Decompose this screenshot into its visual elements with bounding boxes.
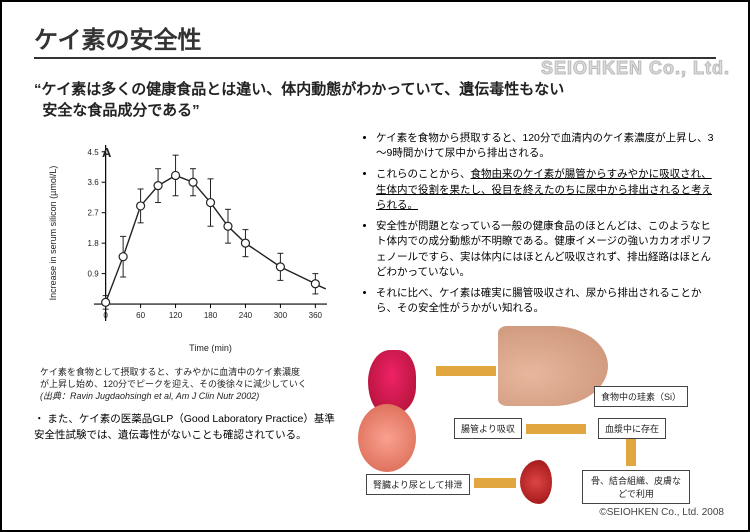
bullet-item: これらのことから、食物由来のケイ素が腸管からすみやかに吸収され、生体内で役割を果… [376, 167, 716, 213]
svg-text:2.7: 2.7 [88, 209, 100, 218]
arrow-kidney-excrete [474, 478, 516, 488]
mouth-graphic [498, 326, 608, 406]
company-watermark: SEIOHKEN Co., Ltd. [541, 58, 730, 79]
subheading: “ケイ素は多くの健康食品とは違い、体内動態がわかっていて、遺伝毒性もない 安全な… [34, 79, 716, 121]
two-column-layout: 0 60 120 180 240 300 360 0.9 1.8 2.7 3.6 4.5A Time (… [34, 131, 716, 506]
copyright: ©SEIOHKEN Co., Ltd. 2008 [599, 507, 724, 518]
svg-text:0.9: 0.9 [88, 270, 100, 279]
bullet-item: ケイ素を食物から摂取すると、120分で血清内のケイ素濃度が上昇し、3～9時間かけ… [376, 131, 716, 161]
chart-caption: ケイ素を食物として摂取すると、すみやかに血清中のケイ素濃度 が上昇し始め、120… [40, 366, 344, 402]
bullet-item: それに比べ、ケイ素は確実に腸管吸収され、尿から排出されることから、その安全性がう… [376, 286, 716, 316]
arrow-food-intestine [436, 366, 496, 376]
svg-text:60: 60 [136, 311, 145, 320]
serum-silicon-chart: 0 60 120 180 240 300 360 0.9 1.8 2.7 3.6 4.5A Time (… [42, 135, 344, 360]
svg-text:180: 180 [204, 311, 218, 320]
svg-text:3.6: 3.6 [88, 178, 100, 187]
box-plasma: 血漿中に存在 [598, 418, 666, 439]
caption-line2: が上昇し始め、120分でピークを迎え、その後徐々に減少していく [40, 379, 307, 389]
glp-note: ・ また、ケイ素の医薬品GLP（Good Laboratory Practice… [34, 412, 344, 442]
svg-text:1.8: 1.8 [88, 239, 100, 248]
kidney-graphic [520, 460, 552, 504]
svg-text:120: 120 [169, 311, 183, 320]
svg-text:Increase in serum silicon (µmo: Increase in serum silicon (µmol/L) [48, 166, 58, 301]
subhead-line2: 安全な食品成分である” [34, 102, 200, 119]
box-intestine-absorb: 腸管より吸収 [454, 418, 522, 439]
intestine-graphic [358, 404, 416, 472]
bullet-list: ケイ素を食物から摂取すると、120分で血清内のケイ素濃度が上昇し、3～9時間かけ… [358, 131, 716, 316]
svg-text:4.5: 4.5 [88, 148, 100, 157]
box-kidney-excrete: 腎臓より尿として排泄 [366, 474, 470, 495]
caption-ref: (出典：Ravin Jugdaohsingh et al, Am J Clin … [40, 391, 259, 401]
bullet-item: 安全性が問題となっている一般の健康食品のほとんどは、このようなヒト体内での成分動… [376, 219, 716, 280]
box-tissue-use: 骨、結合組織、皮膚などで利用 [582, 470, 690, 504]
svg-text:240: 240 [239, 311, 253, 320]
svg-text:Time (min): Time (min) [189, 343, 232, 353]
left-column: 0 60 120 180 240 300 360 0.9 1.8 2.7 3.6 4.5A Time (… [34, 131, 344, 506]
page-title: ケイ素の安全性 [34, 20, 716, 55]
slide: ケイ素の安全性 SEIOHKEN Co., Ltd. “ケイ素は多くの健康食品と… [0, 0, 750, 532]
svg-text:300: 300 [274, 311, 288, 320]
box-food-si: 食物中の珪素（Si） [594, 386, 688, 407]
svg-text:A: A [102, 145, 112, 160]
caption-line1: ケイ素を食物として摂取すると、すみやかに血清中のケイ素濃度 [40, 367, 300, 377]
flow-diagram: 食物中の珪素（Si） 腸管より吸収 血漿中に存在 腎臓より尿として排泄 骨、結合… [358, 326, 716, 506]
svg-text:0: 0 [103, 311, 108, 320]
subhead-line1: “ケイ素は多くの健康食品とは違い、体内動態がわかっていて、遺伝毒性もない [34, 81, 564, 98]
arrow-intestine-blood [526, 424, 586, 434]
svg-text:360: 360 [309, 311, 323, 320]
right-column: ケイ素を食物から摂取すると、120分で血清内のケイ素濃度が上昇し、3～9時間かけ… [358, 131, 716, 506]
